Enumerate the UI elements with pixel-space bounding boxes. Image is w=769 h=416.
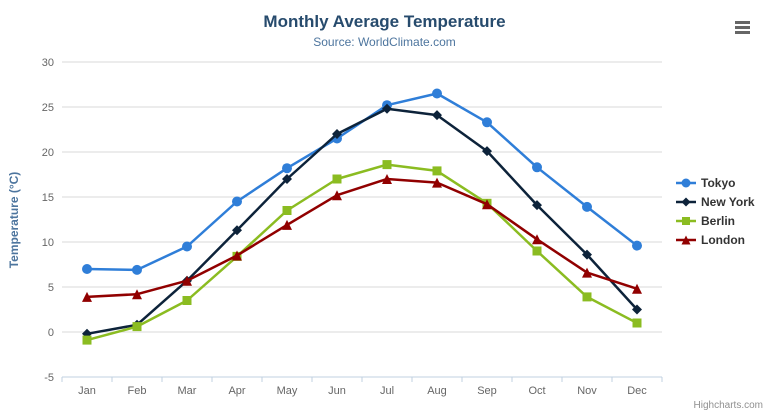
- series-new-york: [82, 103, 642, 339]
- legend-item-berlin[interactable]: Berlin: [676, 214, 755, 228]
- data-point-marker[interactable]: [532, 162, 542, 173]
- data-point-marker[interactable]: [582, 267, 592, 278]
- data-point-marker[interactable]: [582, 201, 592, 212]
- data-point-marker[interactable]: [532, 246, 542, 256]
- data-point-marker[interactable]: [681, 235, 691, 245]
- y-axis-tick-label: 30: [42, 57, 54, 69]
- x-axis-tick-label: Nov: [577, 385, 597, 397]
- legend-item-new-york[interactable]: New York: [676, 195, 755, 209]
- y-axis-tick-label: 5: [48, 282, 54, 294]
- legend-label: London: [701, 233, 745, 247]
- y-axis-tick-label: 20: [42, 147, 54, 159]
- data-point-marker[interactable]: [482, 117, 492, 128]
- data-point-marker[interactable]: [182, 241, 192, 252]
- data-point-marker[interactable]: [232, 225, 242, 236]
- series-line: [85, 163, 639, 342]
- hamburger-icon: [734, 20, 750, 24]
- data-point-marker[interactable]: [382, 103, 392, 114]
- data-point-marker[interactable]: [532, 234, 542, 245]
- data-point-marker[interactable]: [432, 110, 442, 121]
- x-axis-tick-label: May: [277, 385, 298, 397]
- data-point-marker[interactable]: [632, 318, 642, 328]
- data-point-marker[interactable]: [232, 196, 242, 207]
- x-axis-tick-label: Aug: [427, 385, 447, 397]
- data-point-marker[interactable]: [632, 240, 642, 251]
- data-point-marker[interactable]: [82, 264, 92, 274]
- data-point-marker[interactable]: [582, 292, 592, 302]
- legend-label: Berlin: [701, 214, 736, 228]
- data-point-marker[interactable]: [182, 296, 192, 305]
- data-point-marker[interactable]: [282, 219, 292, 230]
- data-point-marker[interactable]: [82, 335, 92, 345]
- x-axis-tick-label: Mar: [178, 385, 197, 397]
- data-point-marker[interactable]: [232, 250, 242, 261]
- y-axis-tick-label: 15: [42, 192, 54, 204]
- legend: Tokyo New York Berlin London: [676, 176, 755, 247]
- x-axis-tick-label: Jun: [328, 385, 346, 397]
- series-line: [85, 107, 639, 336]
- data-point-marker[interactable]: [332, 174, 342, 184]
- data-point-marker[interactable]: [332, 129, 342, 139]
- data-point-marker[interactable]: [282, 163, 292, 174]
- data-point-marker[interactable]: [681, 197, 691, 207]
- data-point-marker[interactable]: [482, 199, 492, 210]
- x-axis-tick-label: Oct: [528, 385, 545, 397]
- series-london: [82, 174, 642, 302]
- series-line: [85, 92, 639, 272]
- data-point-marker[interactable]: [582, 249, 592, 260]
- chart-subtitle: Source: WorldClimate.com: [313, 35, 456, 49]
- data-point-marker[interactable]: [682, 217, 690, 225]
- data-point-marker[interactable]: [182, 275, 192, 286]
- data-point-marker[interactable]: [432, 166, 442, 176]
- y-axis-tick-label: 10: [42, 237, 54, 249]
- x-axis-tick-label: Feb: [128, 385, 147, 397]
- legend-item-london[interactable]: London: [676, 233, 755, 247]
- x-axis-tick-label: Sep: [477, 385, 497, 397]
- y-axis-tick-label: -5: [44, 372, 54, 384]
- data-point-marker[interactable]: [382, 174, 392, 184]
- series-line: [85, 177, 639, 299]
- data-point-marker[interactable]: [132, 264, 142, 275]
- data-point-marker[interactable]: [332, 190, 342, 201]
- data-point-marker[interactable]: [432, 88, 442, 99]
- x-axis-tick-label: Jul: [380, 385, 394, 397]
- data-point-marker[interactable]: [532, 200, 542, 211]
- data-point-marker[interactable]: [632, 283, 642, 294]
- y-axis-tick-label: 25: [42, 102, 54, 114]
- data-point-marker[interactable]: [282, 206, 292, 215]
- y-axis-title: Temperature (°C): [7, 171, 21, 269]
- data-point-marker[interactable]: [482, 146, 492, 157]
- data-point-marker[interactable]: [282, 174, 292, 184]
- y-axis-tick-label: 0: [48, 327, 54, 339]
- legend-label: New York: [701, 195, 755, 209]
- series-tokyo: [82, 88, 642, 275]
- diamond-marker-icon: [676, 197, 696, 207]
- circle-marker-icon: [676, 178, 696, 188]
- square-marker-icon: [676, 217, 696, 225]
- legend-item-tokyo[interactable]: Tokyo: [676, 176, 755, 190]
- credits-link[interactable]: Highcharts.com: [693, 400, 763, 411]
- x-axis-tick-label: Apr: [228, 385, 245, 397]
- data-point-marker[interactable]: [82, 291, 92, 302]
- data-point-marker[interactable]: [432, 177, 442, 188]
- context-menu-button[interactable]: [732, 18, 752, 36]
- legend-label: Tokyo: [701, 176, 736, 190]
- x-axis-tick-label: Jan: [78, 385, 96, 397]
- data-point-marker[interactable]: [382, 160, 392, 170]
- data-point-marker[interactable]: [632, 304, 642, 315]
- data-point-marker[interactable]: [132, 322, 142, 332]
- data-point-marker[interactable]: [132, 289, 142, 300]
- x-axis-tick-label: Dec: [627, 385, 647, 397]
- triangle-marker-icon: [676, 235, 696, 245]
- data-point-marker[interactable]: [681, 178, 691, 188]
- chart-title: Monthly Average Temperature: [263, 12, 506, 31]
